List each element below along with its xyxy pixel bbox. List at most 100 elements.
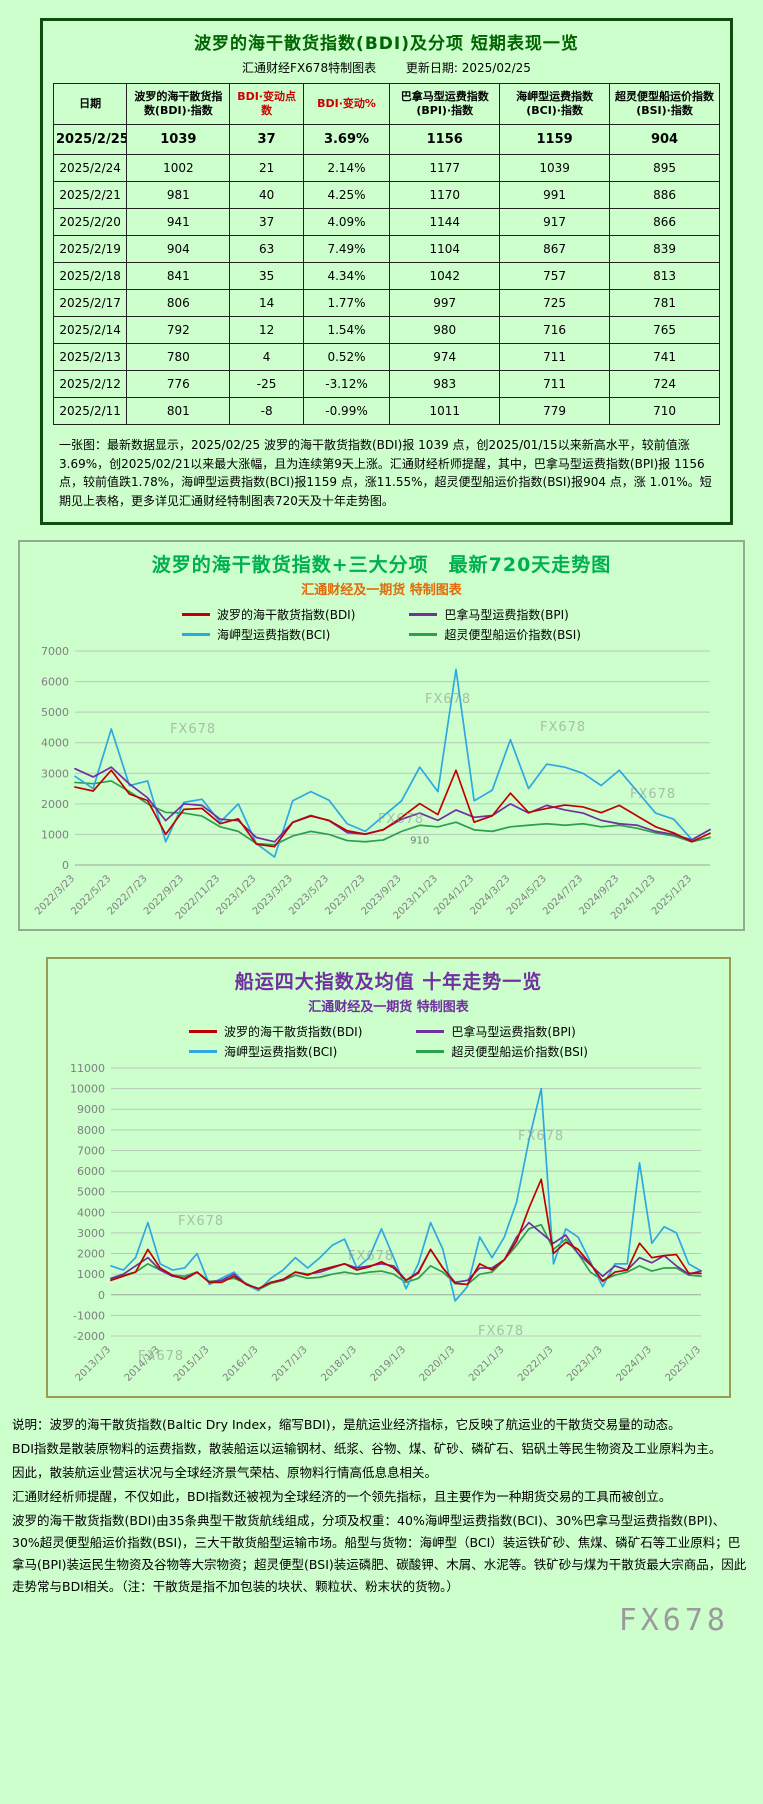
value-cell: 724 [609, 370, 720, 398]
table-source: 汇通财经FX678特制图表 [242, 61, 377, 75]
table-header-row: 日期 波罗的海干散货指数(BDI)·指数 BDI·变动点数 BDI·变动% 巴拿马型运费… [52, 83, 720, 125]
value-cell: 886 [609, 181, 720, 209]
legend-label: 海岬型运费指数(BCI) [217, 628, 331, 643]
svg-text:2016/1/3: 2016/1/3 [221, 1345, 261, 1385]
legend-label: 巴拿马型运费指数(BPI) [451, 1025, 576, 1040]
column-header: 巴拿马型运费指数(BPI)·指数 [389, 83, 501, 125]
value-cell: 716 [499, 316, 611, 344]
value-cell: 1002 [126, 154, 231, 182]
value-cell: 1177 [389, 154, 501, 182]
note-line: 波罗的海干散货指数(BDI)由35条典型干散货航线组成，分项及权重：40%海岬型… [12, 1512, 747, 1594]
date-cell: 2025/2/14 [52, 316, 128, 344]
value-cell: 711 [499, 343, 611, 371]
value-cell: 991 [499, 181, 611, 209]
value-cell: 710 [609, 397, 720, 425]
value-cell: 983 [389, 370, 501, 398]
value-cell: 781 [609, 289, 720, 317]
svg-text:7000: 7000 [41, 645, 69, 658]
value-cell: 1039 [499, 154, 611, 182]
value-cell: 895 [609, 154, 720, 182]
value-cell: 806 [126, 289, 231, 317]
line-chart-10y: -2000 -1000 0 1000 2000 3000 4000 5000 6000 7000 8… [70, 1062, 703, 1385]
table-row: 2025/2/12 776 -25 -3.12% 983 711 724 [52, 370, 720, 398]
table-row: 2025/2/20 941 37 4.09% 1144 917 866 [52, 208, 720, 236]
bdi-short-term-panel: 波罗的海干散货指数(BDI)及分项 短期表现一览 汇通财经FX678特制图表 更… [40, 18, 733, 526]
value-cell: 980 [389, 316, 501, 344]
column-header: BDI·变动点数 [229, 83, 304, 125]
value-cell: 1104 [389, 235, 501, 263]
svg-text:2025/1/23: 2025/1/23 [650, 874, 694, 918]
value-cell: 776 [126, 370, 231, 398]
value-cell: 780 [126, 343, 231, 371]
chart-10y-panel: 船运四大指数及均值 十年走势一览 汇通财经及一期货 特制图表 波罗的海干散货指数… [46, 957, 731, 1399]
date-cell: 2025/2/19 [52, 235, 128, 263]
svg-text:-2000: -2000 [73, 1330, 105, 1343]
table-row: 2025/2/18 841 35 4.34% 1042 757 813 [52, 262, 720, 290]
date-cell: 2025/2/25 [52, 124, 128, 155]
table-row: 2025/2/11 801 -8 -0.99% 1011 779 710 [52, 397, 720, 425]
value-cell: -25 [229, 370, 304, 398]
svg-text:7000: 7000 [77, 1145, 105, 1158]
note-line: 因此，散装航运业营运状况与全球经济景气荣枯、原物料行情高低息息相关。 [12, 1465, 438, 1481]
svg-text:1000: 1000 [77, 1269, 105, 1282]
value-cell: 37 [229, 208, 304, 236]
date-cell: 2025/2/20 [52, 208, 128, 236]
value-cell: 917 [499, 208, 611, 236]
value-cell: 3.69% [302, 124, 391, 155]
note-line: 说明：波罗的海干散货指数(Baltic Dry Index，缩写BDI)，是航运… [12, 1417, 681, 1433]
value-cell: -3.12% [302, 370, 391, 398]
value-cell: 813 [609, 262, 720, 290]
value-cell: 2.14% [302, 154, 391, 182]
column-header: 海岬型运费指数(BCI)·指数 [499, 83, 611, 125]
value-cell: 12 [229, 316, 304, 344]
svg-text:2025/1/3: 2025/1/3 [663, 1345, 703, 1385]
legend-item: 海岬型运费指数(BCI) [182, 626, 355, 643]
value-cell: 4 [229, 343, 304, 371]
value-cell: 801 [126, 397, 231, 425]
value-cell: 35 [229, 262, 304, 290]
value-cell: 711 [499, 370, 611, 398]
value-cell: 4.09% [302, 208, 391, 236]
date-cell: 2025/2/11 [52, 397, 128, 425]
legend-label: 波罗的海干散货指数(BDI) [224, 1025, 363, 1040]
line-chart-720d: 010002000300040005000600070002022/3/2320… [33, 645, 711, 922]
value-cell: 725 [499, 289, 611, 317]
table-row: 2025/2/21 981 40 4.25% 1170 991 886 [52, 181, 720, 209]
legend-item: 波罗的海干散货指数(BDI) [189, 1023, 362, 1040]
svg-text:2015/1/3: 2015/1/3 [171, 1345, 211, 1385]
svg-text:6000: 6000 [77, 1165, 105, 1178]
legend-item: 超灵便型船运价指数(BSI) [416, 1043, 588, 1060]
svg-text:2014/1/3: 2014/1/3 [122, 1345, 162, 1385]
legend-line-swatch [182, 633, 211, 637]
value-cell: 1159 [499, 124, 611, 155]
column-header: 日期 [52, 83, 128, 125]
table-row: 2025/2/17 806 14 1.77% 997 725 781 [52, 289, 720, 317]
value-cell: 997 [389, 289, 501, 317]
value-cell: 1156 [389, 124, 501, 155]
value-cell: 741 [609, 343, 720, 371]
svg-text:3000: 3000 [77, 1227, 105, 1240]
svg-text:2013/1/3: 2013/1/3 [73, 1345, 113, 1385]
value-cell: 0.52% [302, 343, 391, 371]
table-row: 2025/2/25 1039 37 3.69% 1156 1159 904 [52, 124, 720, 155]
svg-text:10000: 10000 [70, 1083, 105, 1096]
chart-10y-subtitle: 汇通财经及一期货 特制图表 [308, 1000, 469, 1016]
value-cell: 757 [499, 262, 611, 290]
value-cell: 1144 [389, 208, 501, 236]
chart-720d-title: 波罗的海干散货指数+三大分项 最新720天走势图 [151, 554, 612, 577]
svg-text:8000: 8000 [77, 1124, 105, 1137]
svg-text:2024/1/3: 2024/1/3 [614, 1345, 654, 1385]
value-cell: 867 [499, 235, 611, 263]
chart-10y-title: 船运四大指数及均值 十年走势一览 [234, 971, 543, 994]
value-cell: 4.34% [302, 262, 391, 290]
legend-item: 海岬型运费指数(BCI) [189, 1043, 362, 1060]
value-cell: 1170 [389, 181, 501, 209]
value-cell: 792 [126, 316, 231, 344]
svg-text:11000: 11000 [70, 1062, 105, 1075]
svg-text:910: 910 [410, 836, 429, 847]
value-cell: 14 [229, 289, 304, 317]
column-header: 波罗的海干散货指数(BDI)·指数 [126, 83, 231, 125]
column-header: 超灵便型船运价指数(BSI)·指数 [609, 83, 720, 125]
value-cell: -0.99% [302, 397, 391, 425]
legend-label: 海岬型运费指数(BCI) [224, 1045, 338, 1060]
